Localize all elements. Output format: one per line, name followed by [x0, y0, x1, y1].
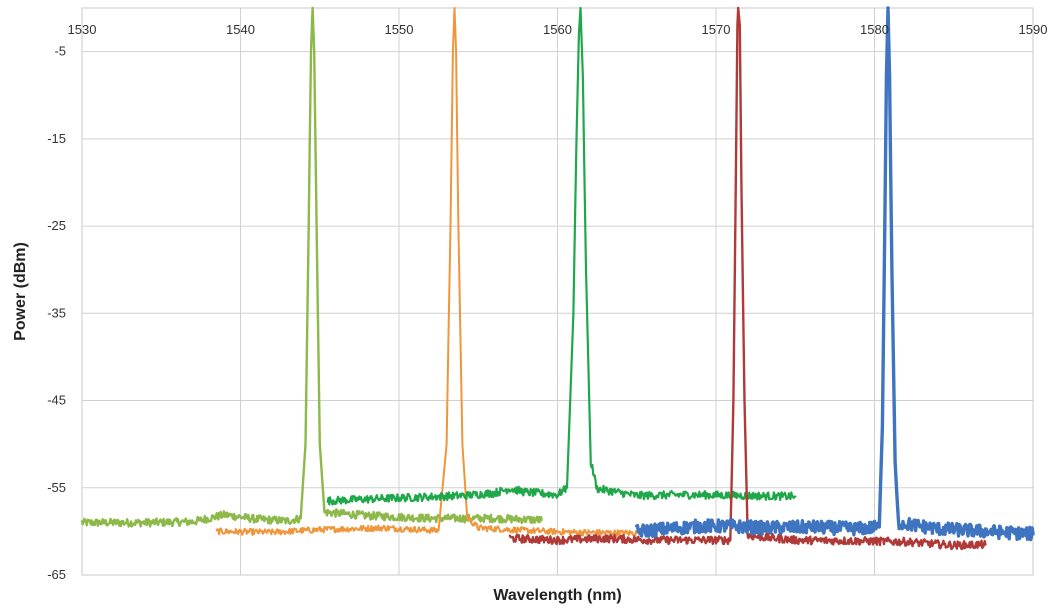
- y-tick-label: -55: [47, 480, 66, 495]
- series-layer: [80, 6, 1035, 551]
- series-line-3: [508, 6, 987, 551]
- y-tick-label: -65: [47, 567, 66, 582]
- x-tick-label: 1540: [226, 22, 255, 37]
- series-line-4: [635, 6, 1035, 542]
- y-tick-label: -35: [47, 305, 66, 320]
- x-tick-label: 1530: [68, 22, 97, 37]
- y-tick-label: -25: [47, 218, 66, 233]
- plot-area: [81, 7, 1034, 576]
- y-axis-ticks: -5 -15 -25 -35 -45 -55 -65: [47, 44, 66, 582]
- y-tick-label: -45: [47, 393, 66, 408]
- series-line-2: [326, 6, 797, 506]
- x-tick-label: 1580: [860, 22, 889, 37]
- series-line-0: [80, 6, 543, 528]
- y-tick-label: -5: [54, 44, 66, 59]
- x-tick-label: 1590: [1019, 22, 1048, 37]
- series-line-1: [215, 7, 638, 537]
- x-tick-label: 1570: [702, 22, 731, 37]
- x-tick-label: 1560: [543, 22, 572, 37]
- x-axis-ticks: 1530 1540 1550 1560 1570 1580 1590: [68, 22, 1048, 37]
- y-axis-title: Power (dBm): [12, 242, 29, 341]
- x-tick-label: 1550: [385, 22, 414, 37]
- y-tick-label: -15: [47, 131, 66, 146]
- x-axis-title: Wavelength (nm): [493, 587, 621, 604]
